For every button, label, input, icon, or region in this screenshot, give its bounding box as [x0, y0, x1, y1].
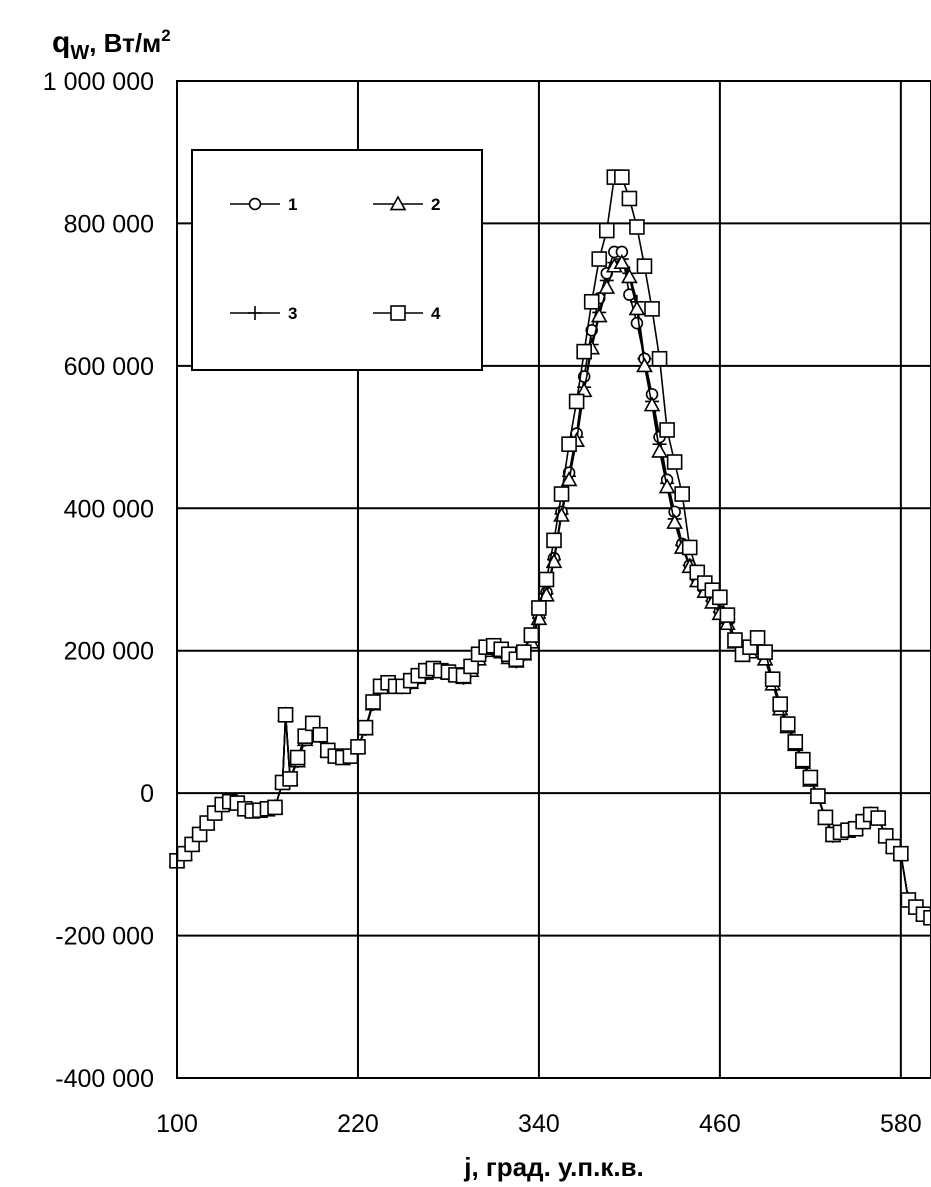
y-axis-title-symbol: q [52, 26, 70, 59]
data-point-square [629, 219, 645, 235]
y-tick-label: 200 000 [64, 638, 154, 666]
data-point-square [817, 809, 834, 826]
data-point-square [779, 716, 796, 732]
x-tick-label: 580 [880, 1110, 922, 1138]
data-point-square [365, 694, 381, 710]
y-tick-label: 400 000 [64, 495, 154, 523]
data-point-square [390, 305, 406, 321]
data-point-square [561, 436, 577, 452]
data-point-square [267, 799, 283, 816]
data-point-triangle [598, 278, 616, 294]
y-axis-title-superscript: 2 [161, 26, 170, 45]
data-point-square [312, 726, 329, 743]
data-point-square [538, 571, 555, 588]
series-4 [169, 169, 931, 926]
data-point-square [727, 632, 743, 648]
data-point-square [772, 696, 789, 712]
x-tick-label: 460 [699, 1110, 741, 1138]
data-point-square [636, 258, 653, 274]
data-point-square [583, 293, 600, 310]
data-point-square [810, 788, 826, 804]
data-point-square [795, 751, 811, 768]
data-point-triangle [643, 396, 661, 412]
data-point-square [749, 630, 766, 646]
legend-item-3: 3 [230, 304, 297, 323]
data-point-square [553, 486, 570, 502]
data-point-triangle [389, 195, 407, 211]
y-tick-labels: 1 000 000 800 000 600 000 400 000 200 000 0 -2… [43, 68, 154, 1093]
data-point-square [531, 600, 547, 616]
x-tick-label: 340 [518, 1110, 560, 1138]
legend-label: 2 [431, 195, 440, 214]
data-point-square [802, 769, 819, 786]
data-point-square [576, 343, 592, 360]
plot-frame [176, 80, 931, 1079]
data-point-triangle [621, 268, 638, 284]
data-point-square [289, 749, 306, 766]
data-point-square [787, 734, 804, 750]
legend-item-2: 2 [373, 195, 440, 214]
data-point-square [282, 771, 298, 787]
x-axis-title: j, град. у.п.к.в. [463, 1152, 644, 1182]
y-tick-label: 0 [140, 780, 154, 808]
legend: 1 2 3 4 [191, 149, 483, 371]
data-point-triangle [628, 300, 646, 316]
data-point-square [651, 350, 668, 367]
y-axis-title-subscript: W [70, 42, 89, 64]
data-point-triangle [613, 253, 631, 269]
data-point-triangle [560, 471, 578, 487]
data-point-square [644, 301, 660, 317]
legend-label: 4 [431, 304, 441, 323]
x-tick-label: 220 [337, 1110, 379, 1138]
data-point-triangle [590, 307, 608, 323]
data-point-triangle [658, 478, 676, 494]
legend-item-1: 1 [230, 195, 297, 214]
y-tick-label: -200 000 [55, 923, 154, 951]
data-point-square [681, 539, 698, 556]
y-axis-title: qW, Вт/м2 [52, 26, 171, 64]
data-point-square [923, 909, 931, 926]
data-point-square [357, 719, 374, 736]
data-point-square [621, 190, 638, 207]
data-point-circle [630, 316, 644, 330]
data-point-square [546, 532, 562, 549]
y-axis-title-unit: , Вт/м [89, 28, 161, 58]
data-point-square [598, 222, 615, 239]
data-point-square [764, 671, 781, 688]
data-point-square [712, 589, 728, 606]
data-point-square [350, 739, 366, 755]
plot-series [168, 169, 931, 926]
data-point-square [568, 393, 585, 410]
legend-box [191, 149, 483, 371]
data-point-triangle [636, 357, 653, 373]
data-point-square [870, 810, 887, 826]
legend-label: 3 [288, 304, 297, 323]
data-point-square [719, 607, 736, 623]
data-point-square [516, 644, 532, 660]
y-tick-label: 800 000 [64, 210, 154, 238]
data-point-square [591, 251, 608, 267]
legend-item-4: 4 [373, 304, 441, 323]
data-point-triangle [651, 442, 668, 458]
data-point-square [757, 644, 773, 660]
data-point-square [893, 845, 909, 862]
data-point-square [659, 422, 675, 438]
data-point-triangle [666, 513, 683, 529]
legend-label: 1 [288, 195, 297, 214]
data-point-square [614, 169, 630, 185]
data-point-square [277, 707, 294, 723]
data-point-square [674, 486, 690, 502]
y-tick-label: 600 000 [64, 353, 154, 381]
data-point-square [297, 728, 313, 744]
data-point-plus [248, 306, 262, 320]
data-point-square [523, 627, 540, 643]
x-tick-label: 100 [156, 1110, 198, 1138]
data-point-square [666, 454, 683, 470]
y-tick-label: 1 000 000 [43, 68, 154, 96]
y-tick-label: -400 000 [55, 1065, 154, 1093]
x-tick-labels: 100 220 340 460 580 [156, 1110, 922, 1138]
data-point-circle [248, 197, 262, 211]
